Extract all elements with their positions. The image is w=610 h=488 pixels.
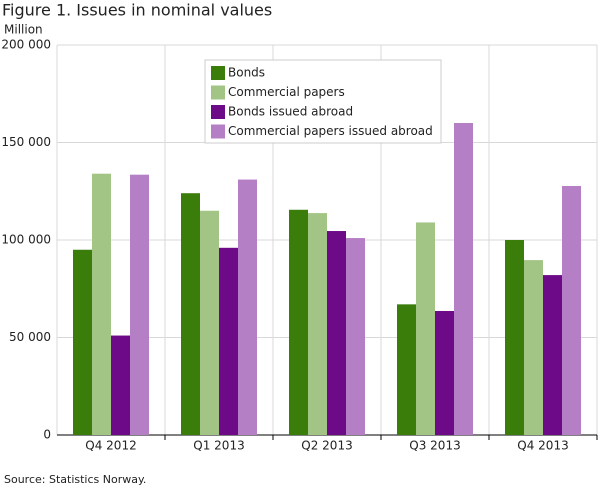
bar [200, 210, 219, 435]
legend-swatch [211, 105, 225, 119]
source: Source: Statistics Norway. [4, 473, 146, 486]
legend-label: Bonds issued abroad [228, 105, 353, 119]
legend-swatch [211, 66, 225, 80]
legend-label: Bonds [228, 66, 265, 80]
y-tick-label: 150 000 [1, 135, 51, 149]
x-tick-label: Q4 2013 [517, 439, 568, 453]
y-axis-label: Million [4, 23, 43, 37]
legend-box [204, 59, 442, 144]
bar [130, 174, 149, 436]
bar [111, 335, 130, 435]
bar [397, 304, 416, 435]
x-tick-label: Q3 2013 [409, 439, 460, 453]
bar [238, 179, 257, 435]
legend-swatch [211, 85, 225, 100]
bar [219, 247, 238, 435]
y-tick-label: 100 000 [1, 233, 51, 247]
bar [454, 123, 473, 435]
bar [289, 209, 308, 435]
bar [327, 231, 346, 435]
legend-label: Commercial papers [228, 85, 345, 99]
bar [524, 260, 543, 435]
y-tick-label: 200 000 [1, 38, 51, 52]
legend-label: Commercial papers issued abroad [228, 124, 433, 138]
chart-title: Figure 1. Issues in nominal values [2, 1, 272, 20]
bar [416, 222, 435, 435]
bar [505, 240, 524, 435]
bar [73, 249, 92, 435]
bar [543, 275, 562, 435]
y-tick-label: 50 000 [9, 330, 51, 344]
y-tick-label: 0 [43, 428, 51, 442]
bar [435, 310, 454, 435]
bar [562, 185, 581, 435]
bar [308, 213, 327, 435]
legend-swatch [211, 124, 225, 139]
x-tick-label: Q1 2013 [193, 439, 244, 453]
bar [181, 193, 200, 435]
bar [346, 238, 365, 435]
x-tick-label: Q2 2013 [301, 439, 352, 453]
x-tick-label: Q4 2012 [85, 439, 136, 453]
bar [92, 173, 111, 435]
